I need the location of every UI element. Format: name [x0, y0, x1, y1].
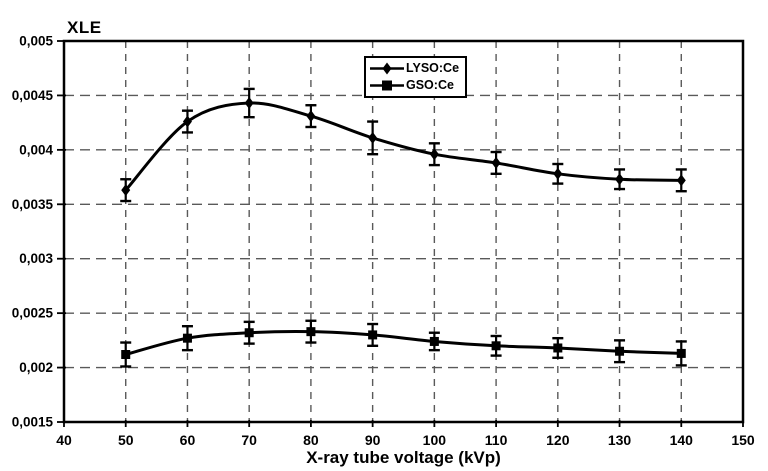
y-tick-label: 0,004 — [19, 142, 53, 157]
data-point-diamond — [121, 184, 131, 197]
data-point-square — [429, 336, 439, 346]
x-tick-label: 40 — [56, 432, 72, 448]
x-tick-label: 70 — [241, 432, 257, 448]
x-tick-label: 60 — [180, 432, 196, 448]
legend-label-lyso: LYSO:Ce — [406, 61, 460, 75]
legend-label-gso: GSO:Ce — [406, 78, 454, 92]
chart-title: XLE — [67, 18, 102, 37]
legend-item-lyso: LYSO:Ce — [369, 60, 459, 77]
data-point-square — [491, 341, 501, 351]
y-tick-label: 0,003 — [19, 251, 53, 266]
x-tick-label: 140 — [670, 432, 694, 448]
data-point-square — [244, 328, 254, 338]
data-point-square — [676, 348, 686, 358]
x-axis-label: X-ray tube voltage (kVp) — [306, 448, 501, 467]
data-point-diamond — [429, 148, 439, 161]
data-point-diamond — [368, 131, 378, 144]
data-point-diamond — [306, 110, 316, 123]
y-tick-label: 0,0025 — [12, 306, 54, 321]
data-point-square — [121, 350, 131, 360]
y-tick-label: 0,002 — [19, 360, 53, 375]
data-point-square — [615, 346, 625, 356]
y-tick-label: 0,005 — [19, 34, 53, 49]
x-tick-label: 150 — [731, 432, 755, 448]
data-point-diamond — [182, 115, 192, 128]
y-tick-label: 0,0015 — [12, 415, 54, 430]
y-tick-label: 0,0035 — [12, 197, 54, 212]
x-tick-label: 110 — [485, 432, 508, 448]
data-point-diamond — [615, 173, 625, 186]
plot-area — [64, 41, 743, 422]
data-point-square — [182, 333, 192, 343]
x-tick-label: 100 — [423, 432, 447, 448]
x-tick-label: 90 — [365, 432, 381, 448]
data-point-diamond — [244, 97, 254, 110]
legend-item-gso: GSO:Ce — [369, 77, 459, 94]
data-point-diamond — [491, 156, 501, 169]
data-point-square — [368, 330, 378, 340]
data-point-square — [306, 327, 316, 337]
data-point-square — [553, 343, 563, 353]
x-tick-label: 50 — [118, 432, 134, 448]
x-tick-label: 80 — [303, 432, 319, 448]
series-curve-square — [124, 330, 683, 357]
series-curve-diamond — [124, 101, 683, 192]
x-tick-label: 120 — [546, 432, 570, 448]
square-marker-icon — [369, 79, 405, 92]
plot-border — [62, 39, 745, 424]
legend: LYSO:Ce GSO:Ce — [364, 56, 468, 98]
y-tick-label: 0,0045 — [12, 88, 54, 103]
data-point-diamond — [553, 167, 563, 180]
diamond-marker-icon — [369, 62, 405, 75]
data-point-diamond — [676, 174, 686, 187]
x-tick-label: 130 — [608, 432, 632, 448]
